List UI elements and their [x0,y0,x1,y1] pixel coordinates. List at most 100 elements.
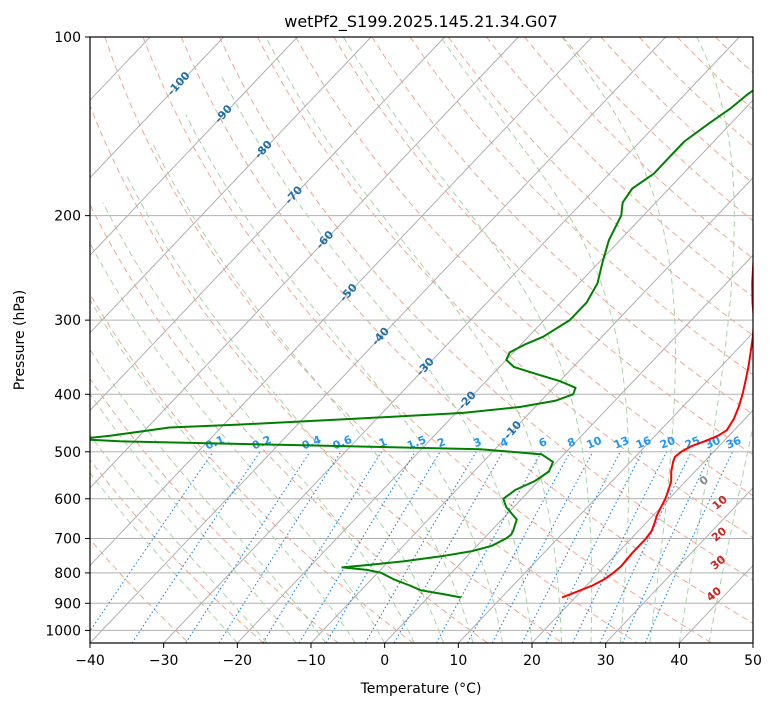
mixing-ratio-label: 30 [703,434,722,452]
y-tick-label: 200 [54,209,81,225]
isotherm-line [384,254,753,643]
isotherm-line [90,37,372,334]
dry-adiabat-line [90,538,190,643]
mixing-ratio-line [644,451,734,643]
moist-adiabat-line [125,173,445,643]
mixing-ratio-label: 10 [585,434,604,452]
pressure-gridlines [90,37,753,631]
mixing-ratio-line [491,451,594,643]
dry-adiabat-line [90,293,414,643]
dry-adiabat-line [90,458,264,643]
isotherm-line [457,332,753,643]
dry-adiabat-line [90,203,488,643]
moist-adiabat-line [90,434,268,643]
mixing-ratio-label: 6 [537,435,549,450]
moist-adiabat-label: 40 [704,584,724,604]
moist-adiabat-line [219,72,533,643]
mixing-ratio-line [364,451,477,643]
isotherm-line [752,642,753,643]
moist-adiabat-line [265,37,562,643]
moist-adiabats [90,37,753,643]
moist-adiabat-line [90,472,238,643]
dry-adiabat-line [524,37,753,260]
mixing-ratio-label: 2 [435,435,447,450]
mixing-ratio-line [298,451,416,643]
mixing-ratio-line [325,451,441,643]
y-axis: 100 200 300 400 500 600 700 800 900 1000 [45,30,90,639]
mixing-ratio-line [218,451,342,643]
moist-adiabat-label: 0 [697,473,711,488]
plot-frame [89,36,754,644]
x-tick-label: 10 [449,653,467,669]
moist-adiabat-line [342,37,593,643]
moist-adiabat-line [185,114,503,643]
dry-adiabat-line [562,37,753,222]
mixing-ratio-line [545,451,643,643]
moist-adiabat-label: 10 [710,493,730,513]
isotherm-line [163,37,740,643]
isotherm-line [605,487,753,643]
mixing-ratio-label: 16 [634,434,653,452]
y-tick-label: 100 [54,30,81,46]
isotherm-line [90,37,667,643]
isotherm-line [90,37,225,179]
dry-adiabat-line [180,37,753,624]
mixing-ratio-line [90,451,214,632]
dry-adiabat-line [90,104,563,643]
mixing-ratio-line [572,451,668,643]
moist-adiabat-line [90,242,386,643]
isotherms [90,37,753,643]
mixing-ratio-lines [90,451,734,643]
x-tick-label: −30 [149,653,179,669]
isotherm-line [236,99,753,643]
x-axis-label: Temperature (°C) [360,681,482,697]
x-tick-label: 0 [380,653,389,669]
mixing-ratio-line [131,451,261,643]
moist-adiabat-line [90,393,297,643]
x-tick-label: −10 [296,653,326,669]
mixing-ratio-line [185,451,311,643]
isotherm-line [531,409,753,643]
dry-adiabat-line [754,37,775,643]
moist-adiabat-line [708,424,753,643]
mixing-ratio-label: 36 [724,434,743,452]
y-tick-label: 900 [54,596,81,612]
y-tick-label: 400 [54,387,81,403]
moist-adiabat-line [102,202,415,643]
isotherm-line [90,37,519,489]
mixing-ratio-line [467,451,571,643]
mixing-ratio-label: 0.4 [300,433,323,452]
y-tick-label: 700 [54,532,81,548]
dewpoint-profile-line [90,89,753,599]
dry-adiabat-line [142,37,712,643]
dry-adiabat-line [447,37,753,337]
dry-adiabat-line [638,37,753,147]
mixing-ratio-label: 13 [612,434,631,452]
moist-adiabat-label: 30 [708,553,728,573]
dry-adiabat-line [409,37,753,376]
moist-adiabat-line [90,299,356,643]
moist-adiabat-line [151,141,474,643]
x-tick-label: 40 [670,653,688,669]
isotherm-line [90,37,446,412]
mixing-ratio-label: 1 [377,435,389,450]
mixing-ratio-line [435,451,543,643]
mixing-ratio-label: 8 [565,435,577,450]
x-tick-label: −20 [223,653,253,669]
y-tick-label: 800 [54,566,81,582]
dry-adiabat-line [218,37,753,581]
background-line-labels: -100-90-80-70-60-50-40-30-20-100.1 0.2 0.4… [165,69,744,604]
y-tick-label: 600 [54,492,81,508]
x-tick-label: 20 [523,653,541,669]
dry-adiabat-line [486,37,753,298]
dry-adiabats [90,37,775,643]
mixing-ratio-label: 20 [658,434,677,452]
mixing-ratio-label: 0.2 [250,433,273,452]
moist-adiabat-line [90,348,327,643]
y-tick-label: 1000 [45,623,81,639]
mixing-ratio-label: 0.6 [331,433,354,452]
x-axis: −40 −30 −20 −10 0 10 20 30 40 50 [75,643,762,669]
chart-title: wetPf2_S199.2025.145.21.34.G07 [284,12,558,32]
isotherm-line [90,37,593,567]
isotherm-line [90,37,298,257]
